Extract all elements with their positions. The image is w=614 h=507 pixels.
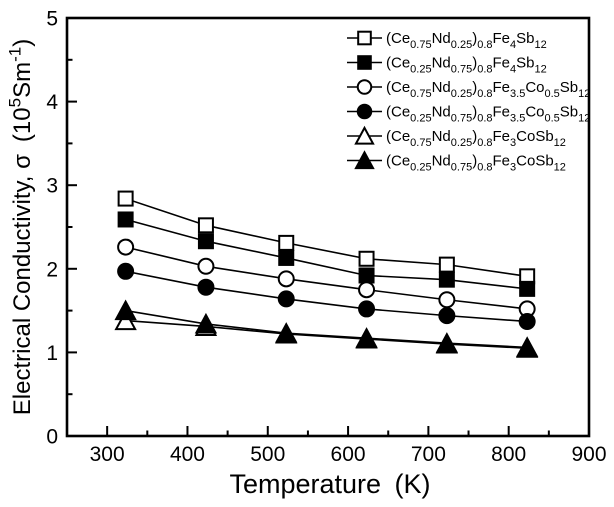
series-line bbox=[125, 197, 528, 278]
y-tick-label: 1 bbox=[46, 342, 58, 365]
legend-label: (Ce0.75Nd0.25)0.8Fe3.5Co0.5Sb12 bbox=[386, 79, 590, 100]
series-open-triangle bbox=[114, 309, 539, 358]
data-point bbox=[197, 233, 214, 250]
legend-marker-filled-square bbox=[357, 55, 372, 70]
legend-marker-open-circle bbox=[356, 79, 373, 95]
series-layer bbox=[114, 190, 539, 358]
data-point bbox=[358, 250, 375, 267]
x-axis-title: Temperature (K) bbox=[229, 469, 430, 499]
legend-item-0: (Ce0.75Nd0.25)0.8Fe4Sb12 bbox=[347, 30, 547, 51]
series-filled-square bbox=[117, 211, 536, 297]
data-point bbox=[277, 290, 295, 308]
plot-frame bbox=[65, 16, 591, 438]
series-line bbox=[125, 319, 528, 350]
data-point bbox=[197, 217, 214, 234]
data-point bbox=[114, 309, 137, 331]
series-line bbox=[125, 309, 528, 349]
x-tick-label: 800 bbox=[491, 443, 526, 466]
legend-label: (Ce0.25Nd0.75)0.8Fe4Sb12 bbox=[386, 55, 547, 76]
frame-rect bbox=[65, 16, 591, 438]
data-point bbox=[275, 322, 298, 343]
legend: (Ce0.75Nd0.25)0.8Fe4Sb12 (Ce0.25Nd0.75)0.… bbox=[347, 30, 590, 173]
x-tick-label: 700 bbox=[411, 443, 446, 466]
data-point bbox=[117, 211, 134, 228]
series-line bbox=[125, 246, 528, 310]
data-point bbox=[117, 238, 135, 256]
series-open-square bbox=[117, 190, 536, 285]
data-point bbox=[438, 307, 456, 325]
x-tick-label: 900 bbox=[571, 443, 606, 466]
data-point bbox=[438, 271, 455, 288]
data-point bbox=[117, 190, 134, 207]
x-tick-label: 500 bbox=[250, 443, 285, 466]
y-tick-label: 0 bbox=[46, 426, 58, 449]
x-axis: 300 400 500 600 700 800 900 bbox=[90, 426, 607, 466]
data-point bbox=[277, 270, 295, 288]
series-line bbox=[125, 218, 528, 290]
data-point bbox=[194, 312, 218, 334]
legend-item-1: (Ce0.25Nd0.75)0.8Fe4Sb12 bbox=[347, 55, 547, 76]
legend-label: (Ce0.75Nd0.25)0.8Fe4Sb12 bbox=[386, 30, 547, 51]
data-point bbox=[435, 332, 459, 353]
legend-label: (Ce0.75Nd0.25)0.8Fe3CoSb12 bbox=[386, 128, 566, 149]
y-axis: 0 1 2 3 4 5 bbox=[46, 8, 77, 449]
series-line bbox=[125, 270, 528, 323]
data-point bbox=[515, 336, 539, 357]
y-tick-label: 2 bbox=[46, 258, 58, 281]
data-point bbox=[519, 280, 536, 297]
series-filled-circle bbox=[117, 262, 536, 330]
legend-item-2: (Ce0.75Nd0.25)0.8Fe3.5Co0.5Sb12 bbox=[347, 79, 590, 100]
data-point bbox=[197, 257, 215, 275]
x-tick-label: 300 bbox=[90, 443, 125, 466]
legend-marker-open-triangle bbox=[354, 125, 375, 145]
data-point bbox=[438, 291, 456, 309]
legend-marker-filled-circle bbox=[356, 103, 373, 120]
legend-marker-open-square bbox=[357, 30, 372, 46]
data-point bbox=[355, 327, 378, 348]
data-point bbox=[358, 281, 376, 299]
legend-label: (Ce0.25Nd0.75)0.8Fe3CoSb12 bbox=[386, 153, 566, 174]
legend-marker-filled-triangle bbox=[354, 150, 375, 170]
legend-item-5: (Ce0.25Nd0.75)0.8Fe3CoSb12 bbox=[347, 150, 566, 174]
y-axis-title: Electrical Conductivity, σ (105Sm-1) bbox=[5, 39, 36, 415]
y-tick-label: 4 bbox=[46, 91, 58, 114]
data-point bbox=[278, 234, 295, 251]
legend-label: (Ce0.25Nd0.75)0.8Fe3.5Co0.5Sb12 bbox=[386, 104, 590, 125]
series-open-circle bbox=[117, 238, 536, 318]
data-point bbox=[358, 300, 376, 318]
y-tick-label: 3 bbox=[46, 175, 58, 198]
y-tick-label: 5 bbox=[46, 8, 58, 31]
legend-item-4: (Ce0.75Nd0.25)0.8Fe3CoSb12 bbox=[347, 125, 566, 149]
data-point bbox=[197, 278, 215, 296]
series-filled-triangle bbox=[114, 299, 539, 357]
data-point bbox=[438, 256, 455, 273]
data-point bbox=[278, 249, 295, 266]
legend-item-3: (Ce0.25Nd0.75)0.8Fe3.5Co0.5Sb12 bbox=[347, 103, 590, 125]
data-point bbox=[518, 312, 536, 330]
data-point bbox=[117, 262, 135, 280]
x-tick-label: 600 bbox=[331, 443, 366, 466]
data-point bbox=[114, 299, 137, 321]
x-tick-label: 400 bbox=[170, 443, 205, 466]
data-point bbox=[358, 267, 375, 284]
